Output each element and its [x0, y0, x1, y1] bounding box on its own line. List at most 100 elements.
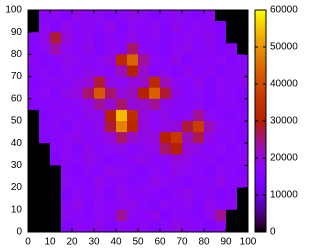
- heatmap-cell: [237, 143, 249, 155]
- heatmap-cell: [237, 43, 249, 55]
- heatmap-cell: [215, 109, 227, 122]
- heatmap-cell: [215, 165, 227, 177]
- heatmap-cell: [138, 143, 150, 155]
- heatmap-cell: [83, 65, 95, 77]
- heatmap-cell: [182, 21, 194, 33]
- heatmap-cell: [116, 10, 128, 22]
- heatmap-cell: [182, 198, 194, 211]
- heatmap-cell: [105, 87, 117, 100]
- heatmap-cell: [72, 76, 84, 88]
- heatmap-cell: [182, 10, 194, 22]
- heatmap-cell: [50, 32, 62, 44]
- heatmap-cell: [28, 209, 40, 222]
- heatmap-cell: [171, 121, 183, 133]
- heatmap-cell: [226, 187, 238, 199]
- heatmap-cell: [182, 165, 194, 177]
- heatmap-cell: [72, 98, 84, 111]
- heatmap-cell: [39, 87, 51, 100]
- heatmap-cell: [171, 132, 183, 144]
- heatmap-cell: [215, 98, 227, 111]
- heatmap-cell: [226, 132, 238, 144]
- heatmap-cell: [28, 121, 40, 133]
- heatmap-cell: [160, 165, 172, 177]
- heatmap-cell: [160, 76, 172, 88]
- heatmap-cell: [50, 76, 62, 88]
- heatmap-cell: [237, 187, 249, 199]
- heatmap-cell: [61, 165, 73, 177]
- heatmap-cell: [83, 132, 95, 144]
- heatmap-cell: [72, 209, 84, 222]
- x-tick-label: 70: [176, 237, 188, 248]
- heatmap-cell: [182, 32, 194, 44]
- heatmap-cell: [160, 54, 172, 66]
- heatmap-cell: [127, 54, 139, 66]
- heatmap-cell: [50, 209, 62, 222]
- colorbar-tick-label: 10000: [270, 190, 298, 201]
- heatmap-cell: [138, 220, 150, 233]
- heatmap-cell: [171, 209, 183, 222]
- y-tick-label: 70: [11, 71, 23, 82]
- heatmap-cell: [61, 32, 73, 44]
- heatmap-cell: [226, 54, 238, 66]
- heatmap-cell: [160, 87, 172, 100]
- heatmap-cell: [116, 76, 128, 88]
- heatmap-cell: [237, 87, 249, 100]
- heatmap-cell: [72, 198, 84, 211]
- heatmap-cell: [171, 98, 183, 111]
- heatmap-cell: [127, 76, 139, 88]
- heatmap-cell: [149, 76, 161, 88]
- heatmap-cell: [182, 220, 194, 233]
- heatmap-cell: [28, 220, 40, 233]
- heatmap-cell: [215, 43, 227, 55]
- heatmap-cell: [39, 176, 51, 188]
- heatmap-cell: [237, 165, 249, 177]
- heatmap-cell: [204, 187, 216, 199]
- heatmap-cell: [127, 98, 139, 111]
- heatmap-cell: [72, 10, 84, 22]
- heatmap-cell: [193, 54, 205, 66]
- x-tick-label: 20: [66, 237, 78, 248]
- heatmap-cell: [94, 109, 106, 122]
- heatmap-cell: [193, 143, 205, 155]
- heatmap-cell: [61, 143, 73, 155]
- heatmap-cell: [116, 32, 128, 44]
- heatmap-cell: [72, 220, 84, 233]
- heatmap-cell: [149, 176, 161, 188]
- heatmap-cell: [171, 87, 183, 100]
- heatmap-cell: [226, 65, 238, 77]
- heatmap-cell: [61, 220, 73, 233]
- heatmap-cell: [138, 32, 150, 44]
- heatmap-cell: [171, 109, 183, 122]
- heatmap-cell: [50, 220, 62, 233]
- heatmap-cell: [204, 98, 216, 111]
- heatmap-cell: [127, 32, 139, 44]
- heatmap-cell: [105, 165, 117, 177]
- heatmap-cell: [28, 187, 40, 199]
- heatmap-cell: [204, 209, 216, 222]
- heatmap-cell: [182, 109, 194, 122]
- heatmap-cell: [182, 121, 194, 133]
- heatmap-cell: [193, 132, 205, 144]
- heatmap-cell: [138, 121, 150, 133]
- heatmap-cell: [116, 43, 128, 55]
- heatmap-cell: [72, 121, 84, 133]
- heatmap-cell: [83, 209, 95, 222]
- heatmap-cell: [127, 209, 139, 222]
- heatmap-cell: [39, 132, 51, 144]
- heatmap-cell: [28, 54, 40, 66]
- heatmap-cell: [215, 143, 227, 155]
- heatmap-cell: [226, 220, 238, 233]
- heatmap-cell: [215, 21, 227, 33]
- colorbar-tick-label: 20000: [270, 153, 298, 164]
- heatmap-cell: [237, 154, 249, 166]
- heatmap-cell: [50, 98, 62, 111]
- heatmap-cell: [215, 65, 227, 77]
- heatmap-cell: [50, 54, 62, 66]
- heatmap-cell: [171, 143, 183, 155]
- heatmap-cell: [94, 132, 106, 144]
- heatmap-cell: [237, 32, 249, 44]
- heatmap-cell: [237, 220, 249, 233]
- heatmap-cell: [116, 87, 128, 100]
- heatmap-cell: [204, 87, 216, 100]
- heatmap-cell: [72, 54, 84, 66]
